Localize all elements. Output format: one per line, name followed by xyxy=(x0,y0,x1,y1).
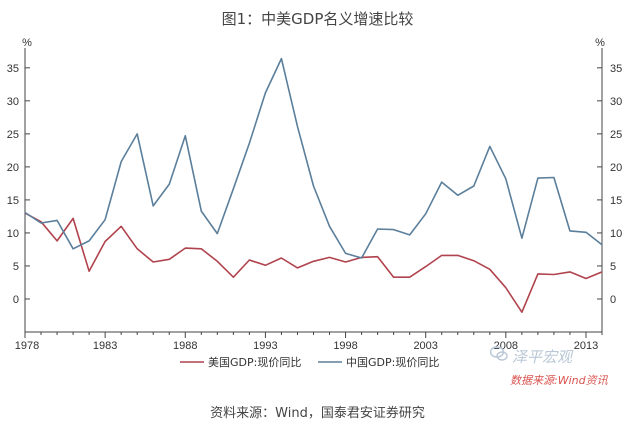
y-tick-label-right: 35 xyxy=(610,63,622,75)
y-tick-label-right: 30 xyxy=(610,96,622,108)
x-tick-label: 2013 xyxy=(574,340,598,352)
watermark-text: 泽平宏观 xyxy=(512,348,573,366)
y-tick-label-left: 10 xyxy=(7,228,19,240)
y-unit-label-right: % xyxy=(595,37,605,49)
chart-title: 图1：中美GDP名义增速比较 xyxy=(221,10,414,28)
series-layer xyxy=(24,57,603,314)
chart-legend: 美国GDP:现价同比 中国GDP:现价同比 xyxy=(180,356,439,369)
y-tick-label-right: 15 xyxy=(610,195,622,207)
x-tick-label: 2008 xyxy=(494,340,518,352)
x-tick-label: 1978 xyxy=(15,340,39,352)
y-tick-label-left: 5 xyxy=(13,261,19,273)
legend-label: 中国GDP:现价同比 xyxy=(346,356,439,369)
y-tick-label-right: 10 xyxy=(610,228,622,240)
legend-label: 美国GDP:现价同比 xyxy=(208,356,301,369)
source-caption: 资料来源：Wind，国泰君安证券研究 xyxy=(210,406,425,421)
series-line-china xyxy=(24,57,603,259)
y-tick-label-left: 20 xyxy=(7,162,19,174)
y-tick-label-right: 5 xyxy=(610,261,616,273)
series-line-us xyxy=(24,212,603,314)
x-tick-label: 1998 xyxy=(333,340,357,352)
x-tick-label: 1993 xyxy=(253,340,277,352)
y-tick-label-left: 15 xyxy=(7,195,19,207)
x-tick-label: 1988 xyxy=(173,340,197,352)
y-tick-label-left: 0 xyxy=(13,294,19,306)
chart-axes: % % 0 0 5 5 10 10 15 15 20 20 25 25 30 30 35 35 1978 1983 19… xyxy=(7,37,623,352)
x-tick-label: 1983 xyxy=(93,340,117,352)
y-tick-label-left: 35 xyxy=(7,63,19,75)
y-tick-label-left: 30 xyxy=(7,96,19,108)
y-tick-label-left: 25 xyxy=(7,129,19,141)
y-tick-label-right: 20 xyxy=(610,162,622,174)
y-unit-label-left: % xyxy=(22,37,32,49)
y-tick-label-right: 0 xyxy=(610,294,616,306)
wechat-icon xyxy=(490,346,508,361)
data-source-note: 数据来源:Wind资讯 xyxy=(510,374,608,387)
y-tick-label-right: 25 xyxy=(610,129,622,141)
x-tick-label: 2003 xyxy=(413,340,437,352)
